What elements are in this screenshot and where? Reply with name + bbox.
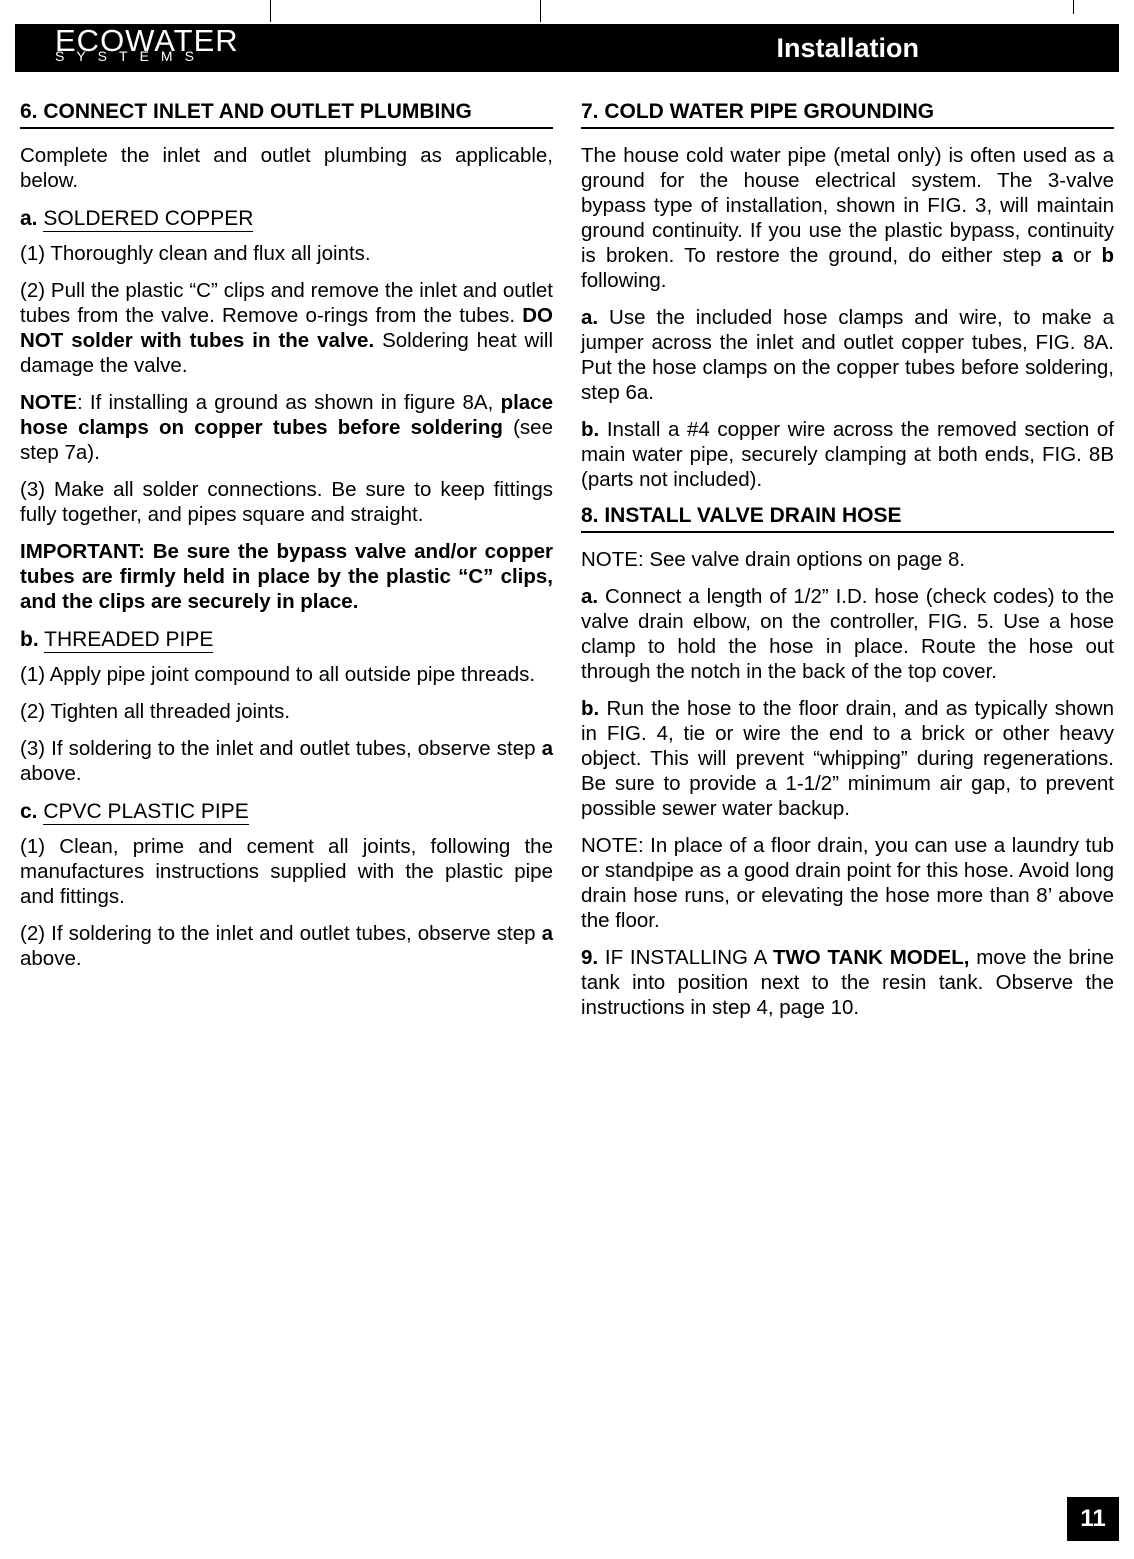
right-column: 7. COLD WATER PIPE GROUNDING The house c… <box>581 100 1114 1032</box>
section-6-intro: Complete the inlet and outlet plumbing a… <box>20 143 553 193</box>
step-c2: (2) If soldering to the inlet and outlet… <box>20 921 553 971</box>
step-b3: (3) If soldering to the inlet and outlet… <box>20 736 553 786</box>
crop-marks <box>0 0 1134 24</box>
subsection-b-heading: b. THREADED PIPE <box>20 628 553 652</box>
step-b1: (1) Apply pipe joint compound to all out… <box>20 662 553 687</box>
left-column: 6. CONNECT INLET AND OUTLET PLUMBING Com… <box>20 100 553 1032</box>
section-7-p1: The house cold water pipe (metal only) i… <box>581 143 1114 293</box>
step-9: 9. IF INSTALLING A TWO TANK MODEL, move … <box>581 945 1114 1020</box>
note-a: NOTE: If installing a ground as shown in… <box>20 390 553 465</box>
subsection-b-letter: b. <box>20 628 39 651</box>
section-8-note2: NOTE: In place of a floor drain, you can… <box>581 833 1114 933</box>
section-8-heading: 8. INSTALL VALVE DRAIN HOSE <box>581 504 1114 533</box>
step-c1: (1) Clean, prime and cement all joints, … <box>20 834 553 909</box>
step-a2: (2) Pull the plastic “C” clips and remov… <box>20 278 553 378</box>
content-area: 6. CONNECT INLET AND OUTLET PLUMBING Com… <box>20 100 1114 1032</box>
subsection-a-letter: a. <box>20 207 38 230</box>
section-8-note: NOTE: See valve drain options on page 8. <box>581 547 1114 572</box>
subsection-c-letter: c. <box>20 800 38 823</box>
page-header: ECOWATER SYSTEMS Installation <box>15 24 1119 72</box>
subsection-a-heading: a. SOLDERED COPPER <box>20 207 553 231</box>
subsection-c-label: CPVC PLASTIC PIPE <box>43 800 248 825</box>
important-note: IMPORTANT: Be sure the bypass valve and/… <box>20 539 553 614</box>
brand-logo: ECOWATER SYSTEMS <box>55 25 239 60</box>
step-b2: (2) Tighten all threaded joints. <box>20 699 553 724</box>
step-a1: (1) Thoroughly clean and flux all joints… <box>20 241 553 266</box>
step-a3: (3) Make all solder connections. Be sure… <box>20 477 553 527</box>
step-8b: b. Run the hose to the floor drain, and … <box>581 696 1114 821</box>
subsection-b-label: THREADED PIPE <box>44 628 213 653</box>
section-7-heading: 7. COLD WATER PIPE GROUNDING <box>581 100 1114 129</box>
section-6-heading: 6. CONNECT INLET AND OUTLET PLUMBING <box>20 100 553 129</box>
header-title: Installation <box>776 33 919 64</box>
subsection-c-heading: c. CPVC PLASTIC PIPE <box>20 800 553 824</box>
subsection-a-label: SOLDERED COPPER <box>43 207 253 232</box>
page-number: 11 <box>1067 1497 1119 1541</box>
step-7a: a. Use the included hose clamps and wire… <box>581 305 1114 405</box>
step-8a: a. Connect a length of 1/2” I.D. hose (c… <box>581 584 1114 684</box>
step-7b: b. Install a #4 copper wire across the r… <box>581 417 1114 492</box>
